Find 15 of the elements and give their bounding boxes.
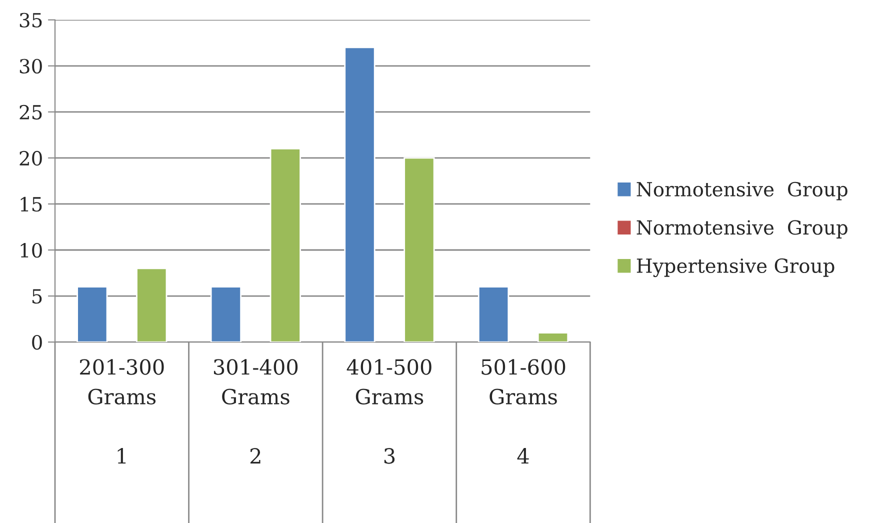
legend-label: Normotensive Group <box>636 220 848 239</box>
category-label: 201-300 Grams 1 <box>80 359 164 464</box>
category-label: 301-400 Grams 2 <box>214 359 298 464</box>
y-tick-label: 0 <box>32 335 42 350</box>
legend-label: Normotensive Group <box>636 182 848 200</box>
y-tick-label: 35 <box>20 12 42 28</box>
category-label: 501-600 Grams 4 <box>482 359 566 464</box>
legend-label: Hypertensive Group <box>636 258 834 278</box>
y-tick-label: 10 <box>20 242 42 258</box>
y-tick-label: 30 <box>20 58 42 74</box>
category-label: 401-500 Grams 3 <box>346 359 432 464</box>
y-tick-label: 15 <box>20 196 42 212</box>
y-tick-label: 20 <box>20 150 42 166</box>
y-tick-label: 25 <box>20 104 42 120</box>
y-tick-label: 5 <box>32 289 42 304</box>
